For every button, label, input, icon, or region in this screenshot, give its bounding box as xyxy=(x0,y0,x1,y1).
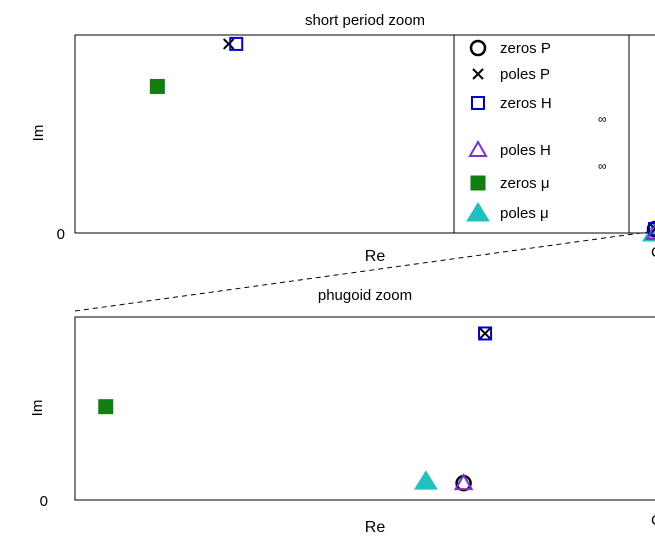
point-triangle-open-poles-h xyxy=(645,222,655,240)
point-square-filled-zeros-μ xyxy=(149,78,165,94)
legend-marker xyxy=(471,96,485,110)
legend: zeros P poles P zeros H ∞ poles H ∞ zeros μ pol… xyxy=(453,34,630,234)
legend-marker xyxy=(470,175,486,191)
chart-title: short period zoom xyxy=(305,12,425,29)
phugoid-panel: phugoid zoom Re Im 0 xyxy=(29,287,655,536)
short-period-panel: short period zoom Re Im 0 zeros P poles P… xyxy=(30,12,655,265)
legend-marker xyxy=(472,68,484,80)
x-axis-label: Re xyxy=(365,519,386,536)
legend-marker xyxy=(469,39,487,57)
point-x-poles-p xyxy=(222,38,235,50)
legend-label: poles μ xyxy=(500,205,549,222)
legend-box xyxy=(453,34,630,234)
legend-label: poles P xyxy=(500,66,550,83)
plot-marks xyxy=(149,36,655,242)
cropped-tick-fragment: C xyxy=(651,512,655,529)
x-axis-label: Re xyxy=(365,248,386,265)
point-square-open-zeros-h xyxy=(229,36,244,51)
y-axis-label: Im xyxy=(29,400,46,417)
legend-marker xyxy=(466,202,490,222)
legend-marker xyxy=(468,139,488,157)
y-tick-label: 0 xyxy=(40,493,48,510)
plot-marks xyxy=(98,326,493,492)
legend-subscript: ∞ xyxy=(598,112,607,126)
legend-label: zeros H xyxy=(500,95,552,112)
legend-label: zeros P xyxy=(500,40,551,57)
legend-label: zeros μ xyxy=(500,175,550,192)
point-square-filled-zeros-μ xyxy=(98,399,114,415)
legend-items: zeros P poles P zeros H ∞ poles H ∞ zeros μ pol… xyxy=(466,39,607,222)
y-tick-label: 0 xyxy=(57,226,65,243)
legend-subscript: ∞ xyxy=(598,159,607,173)
point-triangle-open-poles-h xyxy=(453,473,474,491)
point-triangle-filled-poles-μ xyxy=(414,470,438,490)
point-square-open-zeros-h xyxy=(478,326,493,341)
point-x-poles-p xyxy=(479,327,491,340)
chart-title: phugoid zoom xyxy=(318,287,412,304)
cropped-tick-fragment: C xyxy=(651,244,655,261)
point-square-open-zeros-h xyxy=(648,222,655,237)
y-axis-label: Im xyxy=(30,125,47,142)
legend-label: poles H xyxy=(500,142,551,159)
zoom-connector-line xyxy=(74,231,649,312)
plot-area xyxy=(74,316,655,501)
